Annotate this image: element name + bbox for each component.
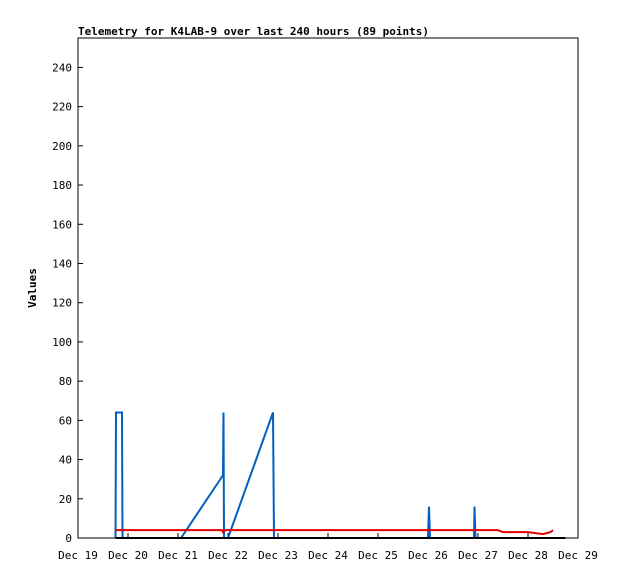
y-axis-label: Values bbox=[26, 268, 39, 308]
x-axis: Dec 19 Dec 20 Dec 21 Dec 22 Dec 23 Dec 24 Dec … bbox=[58, 533, 598, 562]
y-tick-label: 140 bbox=[52, 257, 72, 270]
series-layer bbox=[114, 411, 566, 539]
y-tick-label: 120 bbox=[52, 297, 72, 310]
x-tick-label: Dec 23 bbox=[258, 549, 298, 562]
y-tick-label: 200 bbox=[52, 140, 72, 153]
y-tick-label: 40 bbox=[59, 454, 72, 467]
y-tick-label: 80 bbox=[59, 375, 72, 388]
x-tick-label: Dec 29 bbox=[558, 549, 598, 562]
chart-title: Telemetry for K4LAB-9 over last 240 hour… bbox=[78, 25, 429, 38]
x-tick-label: Dec 24 bbox=[308, 549, 348, 562]
x-tick-label: Dec 25 bbox=[358, 549, 398, 562]
x-tick-label: Dec 26 bbox=[408, 549, 448, 562]
y-axis: 0 20 40 60 80 100 120 140 160 180 200 220 240 bbox=[52, 61, 83, 545]
x-tick-label: Dec 19 bbox=[58, 549, 98, 562]
x-tick-label: Dec 21 bbox=[158, 549, 198, 562]
y-tick-label: 100 bbox=[52, 336, 72, 349]
y-tick-label: 60 bbox=[59, 414, 72, 427]
y-tick-label: 240 bbox=[52, 61, 72, 74]
y-tick-label: 180 bbox=[52, 179, 72, 192]
series-line-2 bbox=[115, 529, 554, 536]
y-tick-label: 160 bbox=[52, 218, 72, 231]
y-tick-label: 20 bbox=[59, 493, 72, 506]
y-tick-label: 0 bbox=[65, 532, 72, 545]
x-tick-label: Dec 20 bbox=[108, 549, 148, 562]
x-tick-label: Dec 22 bbox=[208, 549, 248, 562]
plot-area bbox=[77, 37, 579, 539]
x-tick-label: Dec 27 bbox=[458, 549, 498, 562]
y-tick-label: 220 bbox=[52, 101, 72, 114]
x-tick-label: Dec 28 bbox=[508, 549, 548, 562]
